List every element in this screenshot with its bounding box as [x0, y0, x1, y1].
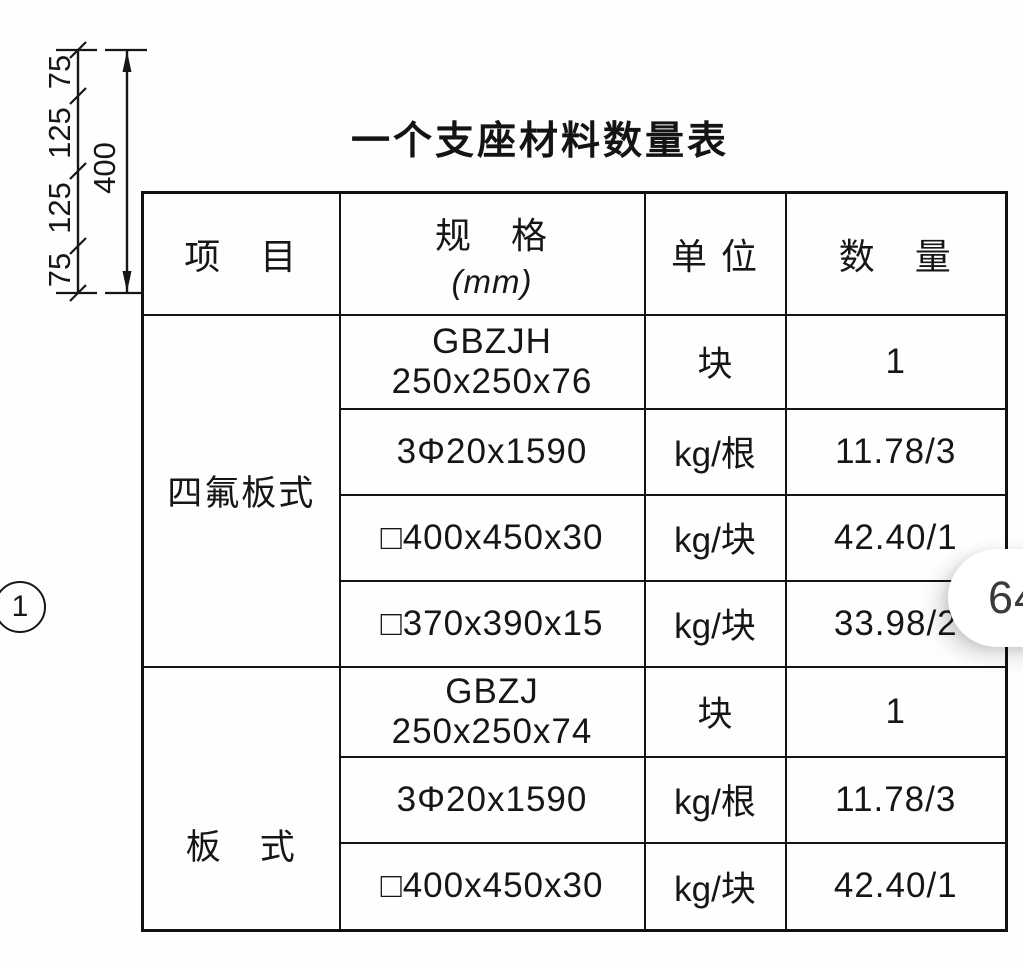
page-number-label: 64 [988, 572, 1023, 623]
qty-cell: 11.78/3 [784, 755, 1008, 844]
page-number-bubble[interactable]: 64 [948, 549, 1023, 647]
table-row: 3Φ20x1590 kg/根 11.78/3 [143, 407, 1008, 496]
header-qty: 数 量 [784, 191, 1008, 316]
dimension-label: 75 [42, 55, 77, 89]
dimension-label: 125 [42, 182, 77, 234]
unit-cell: kg/块 [643, 493, 787, 582]
table-row: 3Φ20x1590 kg/根 11.78/3 [143, 755, 1008, 844]
header-spec-unit: (mm) [451, 262, 533, 300]
unit-cell: 块 [643, 665, 787, 758]
spec-cell: □370x390x15 [338, 579, 646, 668]
header-unit: 单 位 [643, 191, 787, 316]
header-spec-title: 规 格 [434, 214, 549, 256]
qty-cell: 1 [784, 313, 1008, 410]
spec-cell: 3Φ20x1590 [338, 407, 646, 496]
detail-marker: 1 [0, 581, 46, 633]
unit-cell: kg/块 [643, 579, 787, 668]
table-header-row: 项 目 规 格 (mm) 单 位 数 量 [141, 191, 1008, 316]
qty-cell: 1 [784, 665, 1008, 758]
page-title: 一个支座材料数量表 [350, 120, 729, 163]
table-row: □400x450x30 kg/块 42.40/1 [143, 493, 1008, 582]
dimension-lines: 75 125 125 75 400 [42, 41, 147, 302]
spec-cell: 3Φ20x1590 [338, 755, 646, 844]
qty-cell: 42.40/1 [784, 841, 1008, 932]
spec-cell: □400x450x30 [338, 841, 646, 932]
spec-cell: GBZJH 250x250x76 [338, 313, 646, 410]
header-item: 项 目 [141, 191, 341, 316]
group-item-ptfe: 四氟板式 [141, 313, 341, 668]
header-spec: 规 格 (mm) [338, 191, 646, 316]
dimension-label: 75 [42, 253, 77, 287]
dimension-overall-label: 400 [87, 142, 122, 194]
table-row: 板 式 GBZJ 250x250x74 块 1 [141, 665, 1008, 932]
group-item-plate: 板 式 [141, 665, 341, 932]
qty-cell: 11.78/3 [784, 407, 1008, 496]
unit-cell: kg/块 [643, 841, 787, 932]
materials-table: 项 目 规 格 (mm) 单 位 数 量 四氟板式 GBZJH 250x250x… [141, 191, 1008, 932]
spec-cell: GBZJ 250x250x74 [338, 665, 646, 758]
table-row: □400x450x30 kg/块 42.40/1 [143, 841, 1008, 932]
dimension-label: 125 [42, 107, 77, 159]
unit-cell: kg/根 [643, 407, 787, 496]
unit-cell: 块 [643, 313, 787, 410]
detail-marker-label: 1 [11, 590, 29, 623]
spec-cell: □400x450x30 [338, 493, 646, 582]
table-row: 四氟板式 GBZJH 250x250x76 块 1 [141, 313, 1008, 668]
unit-cell: kg/根 [643, 755, 787, 844]
